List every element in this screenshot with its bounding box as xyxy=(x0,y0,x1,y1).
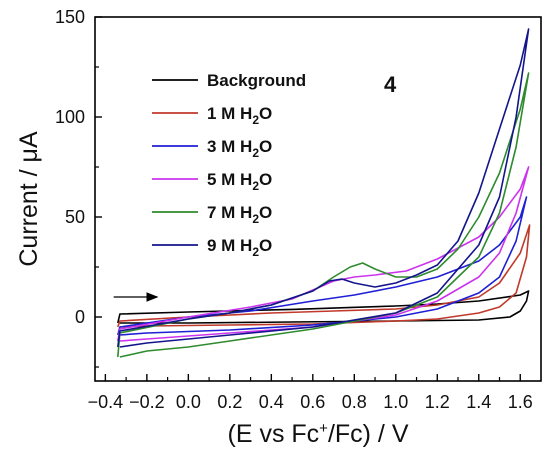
x-tick-label: 1.6 xyxy=(508,392,533,412)
x-tick-label: 1.0 xyxy=(383,392,408,412)
curves-group xyxy=(117,28,531,358)
x-tick-label: 1.2 xyxy=(425,392,450,412)
y-tick-label: 150 xyxy=(55,7,85,27)
legend-label-text: Background xyxy=(207,71,306,90)
legend-label-text: O xyxy=(259,203,272,222)
y-tick-label: 50 xyxy=(65,207,85,227)
x-tick-label: 0.8 xyxy=(342,392,367,412)
y-tick-label: 0 xyxy=(75,307,85,327)
legend-label-4: 7 M H2O xyxy=(207,203,272,226)
legend-label-text: 5 M H xyxy=(207,170,252,189)
x-axis-title-post: /Fc) / V xyxy=(328,420,409,448)
x-axis-title-pre: (E vs Fc xyxy=(228,420,320,448)
legend-label-text: O xyxy=(259,137,272,156)
plot-frame xyxy=(94,16,542,382)
legend-label-subscript: 2 xyxy=(252,179,259,193)
x-tick-label: 1.4 xyxy=(466,392,491,412)
legend-label-text: O xyxy=(259,104,272,123)
x-tick-label: −0.4 xyxy=(88,392,124,412)
legend-label-0: Background xyxy=(207,71,306,90)
x-tick-label: 0.0 xyxy=(176,392,201,412)
legend-label-subscript: 2 xyxy=(252,113,259,127)
x-axis-title: (E vs Fc+/Fc) / V xyxy=(228,420,409,448)
legend-label-subscript: 2 xyxy=(252,245,259,259)
x-tick-label: −0.2 xyxy=(129,392,165,412)
legend-label-subscript: 2 xyxy=(252,146,259,160)
legend-label-text: 7 M H xyxy=(207,203,252,222)
legend-label-3: 5 M H2O xyxy=(207,170,272,193)
legend-label-text: 3 M H xyxy=(207,137,252,156)
y-tick-label: 100 xyxy=(55,107,85,127)
y-axis-title: Current / μA xyxy=(15,131,43,267)
legend-label-subscript: 2 xyxy=(252,212,259,226)
legend-label-2: 3 M H2O xyxy=(207,137,272,160)
legend-label-text: 1 M H xyxy=(207,104,252,123)
x-tick-label: 0.4 xyxy=(259,392,284,412)
legend-label-1: 1 M H2O xyxy=(207,104,272,127)
x-tick-label: 0.2 xyxy=(217,392,242,412)
legend-label-text: O xyxy=(259,236,272,255)
panel-label: 4 xyxy=(384,72,397,97)
x-axis-title-sup: + xyxy=(319,420,328,437)
series-line-5 xyxy=(117,28,530,348)
legend-label-5: 9 M H2O xyxy=(207,236,272,259)
legend-label-text: O xyxy=(259,170,272,189)
x-tick-label: 0.6 xyxy=(300,392,325,412)
axes-group: −0.4 −0.2 0.0 0.2 0.4 0.6 0.8 1.0 1.2 1.4 1.6 0 50 10… xyxy=(55,7,533,412)
legend-label-text: 9 M H xyxy=(207,236,252,255)
